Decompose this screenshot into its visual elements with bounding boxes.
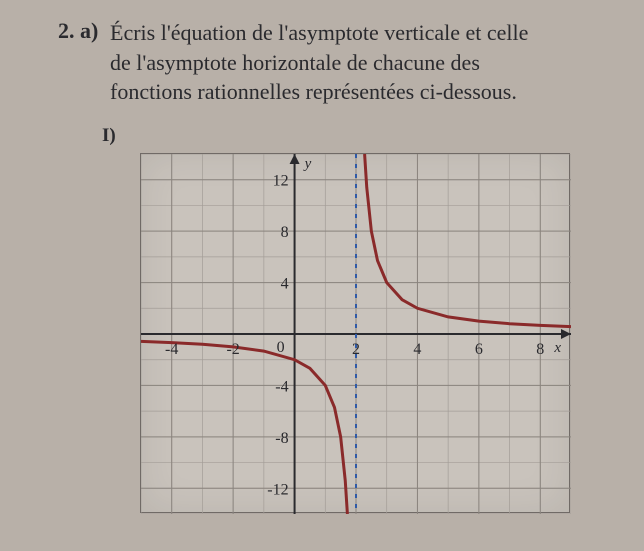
question-header: 2. a) Écris l'équation de l'asymptote ve… xyxy=(58,18,616,107)
qtext-line1: Écris l'équation de l'asymptote vertical… xyxy=(110,20,528,45)
qpart-text: a) xyxy=(80,18,98,43)
svg-text:2: 2 xyxy=(352,341,360,358)
rational-function-chart: -4 -2 0 2 4 6 8 -12 -8 -4 4 8 12 y x xyxy=(141,154,571,514)
svg-text:4: 4 xyxy=(413,341,421,358)
svg-text:4: 4 xyxy=(281,276,289,293)
qtext-line2: de l'asymptote horizontale de chacune de… xyxy=(110,50,480,75)
svg-text:8: 8 xyxy=(281,224,289,241)
question-number: 2. a) xyxy=(58,18,102,44)
page: 2. a) Écris l'équation de l'asymptote ve… xyxy=(0,0,644,531)
svg-text:-4: -4 xyxy=(275,378,288,395)
svg-text:-8: -8 xyxy=(275,430,288,447)
subpart-label: I) xyxy=(102,125,616,147)
svg-text:y: y xyxy=(303,156,312,172)
qtext-line3: fonctions rationnelles représentées ci-d… xyxy=(110,79,517,104)
svg-text:12: 12 xyxy=(273,173,289,190)
svg-text:0: 0 xyxy=(277,339,285,356)
svg-text:-4: -4 xyxy=(165,341,178,358)
qnum-text: 2. xyxy=(58,18,75,43)
chart-container: -4 -2 0 2 4 6 8 -12 -8 -4 4 8 12 y x xyxy=(140,153,570,513)
svg-text:x: x xyxy=(553,340,561,356)
svg-text:6: 6 xyxy=(475,341,483,358)
svg-text:-2: -2 xyxy=(226,341,239,358)
svg-text:-12: -12 xyxy=(267,481,288,498)
question-text: Écris l'équation de l'asymptote vertical… xyxy=(110,18,528,107)
svg-text:8: 8 xyxy=(536,341,544,358)
